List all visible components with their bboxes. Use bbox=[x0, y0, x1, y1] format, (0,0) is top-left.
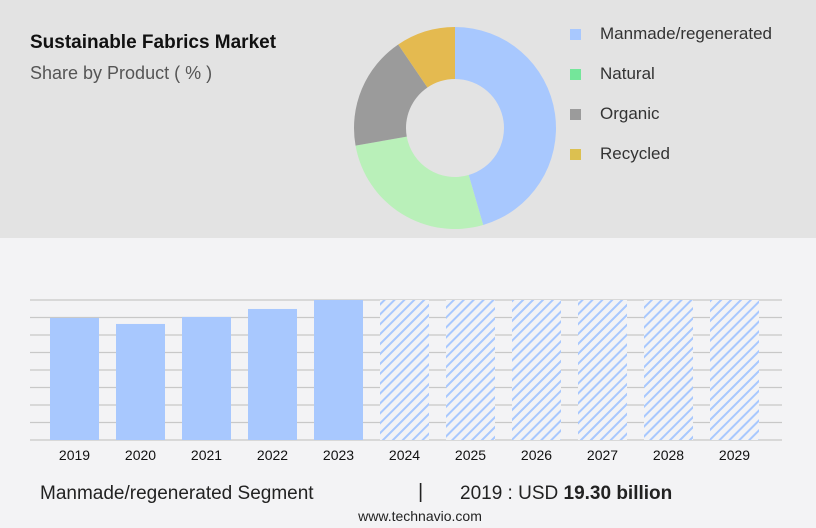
legend-item: Recycled bbox=[570, 134, 772, 174]
source-url: www.technavio.com bbox=[358, 508, 482, 524]
x-tick-label: 2029 bbox=[719, 447, 750, 463]
legend-label: Recycled bbox=[600, 144, 670, 163]
footer-segment: Manmade/regenerated Segment bbox=[40, 483, 314, 504]
donut-slice-natural bbox=[355, 136, 484, 229]
bar-chart: 2019 2020 2021 2022 2023 2024 2025 2026 2027 2028… bbox=[30, 299, 782, 463]
legend-swatch bbox=[570, 68, 581, 80]
forecast-bar-2027 bbox=[578, 300, 627, 440]
x-tick-label: 2026 bbox=[521, 447, 552, 463]
x-tick-label: 2019 bbox=[59, 447, 90, 463]
legend-label: Manmade/regenerated bbox=[600, 24, 773, 43]
x-tick-label: 2022 bbox=[257, 447, 288, 463]
forecast-bar-2024 bbox=[380, 300, 429, 440]
forecast-bar-2025 bbox=[446, 300, 495, 440]
legend-label: Organic bbox=[600, 104, 660, 123]
bar-2019 bbox=[50, 317, 99, 440]
footer-amount: 19.30 billion bbox=[563, 483, 673, 504]
x-tick-label: 2025 bbox=[455, 447, 486, 463]
x-tick-label: 2024 bbox=[389, 447, 420, 463]
donut-slice-manmade-regenerated bbox=[455, 27, 556, 225]
forecast-bar-2029 bbox=[710, 300, 759, 440]
legend-swatch bbox=[570, 28, 581, 40]
footer-value: 2019 : USD 19.30 billion bbox=[460, 483, 672, 505]
x-tick-label: 2028 bbox=[653, 447, 684, 463]
legend-label: Natural bbox=[600, 64, 655, 83]
legend-swatch bbox=[570, 148, 581, 160]
x-tick-label: 2027 bbox=[587, 447, 618, 463]
donut-slice-organic bbox=[354, 44, 428, 146]
forecast-bar-2028 bbox=[644, 300, 693, 440]
forecast-bar-2026 bbox=[512, 300, 561, 440]
donut-chart bbox=[354, 27, 556, 229]
x-tick-label: 2023 bbox=[323, 447, 354, 463]
bar-2022 bbox=[248, 308, 297, 440]
chart-title: Sustainable Fabrics Market bbox=[30, 32, 277, 53]
x-tick-label: 2021 bbox=[191, 447, 222, 463]
footer-separator: | bbox=[418, 481, 424, 503]
x-tick-label: 2020 bbox=[125, 447, 156, 463]
legend-item: Organic bbox=[570, 94, 772, 134]
chart-subtitle: Share by Product ( % ) bbox=[30, 63, 213, 83]
bar-2021 bbox=[182, 316, 231, 440]
legend-item: Manmade/regenerated bbox=[570, 14, 772, 54]
legend-item: Natural bbox=[570, 54, 772, 94]
footer-year: 2019 : USD bbox=[460, 483, 564, 504]
legend: Manmade/regenerated Natural Organic Recycle… bbox=[570, 14, 772, 174]
bar-2023 bbox=[314, 300, 363, 440]
donut-slice-recycled bbox=[398, 27, 455, 88]
bar-2020 bbox=[116, 323, 165, 440]
legend-swatch bbox=[570, 108, 581, 120]
